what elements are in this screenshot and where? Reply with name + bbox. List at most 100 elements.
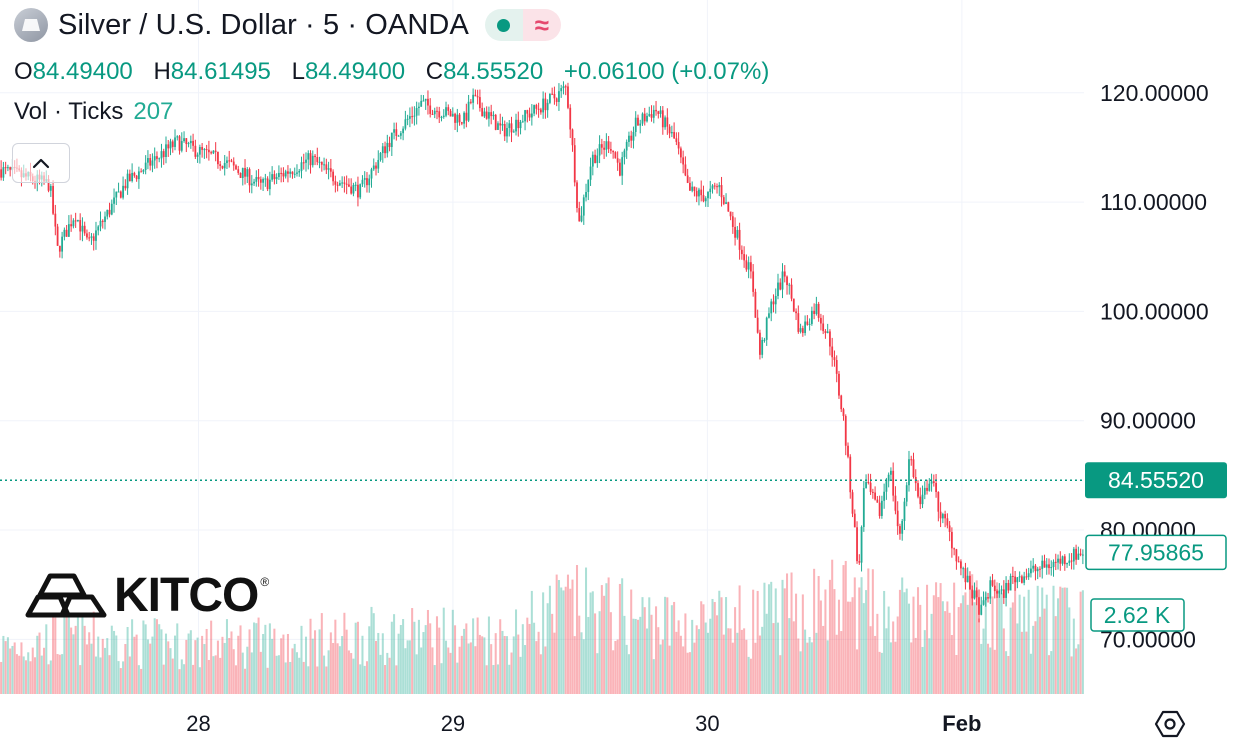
volume-bar [932, 595, 935, 694]
candle-body [788, 284, 791, 286]
candle-body [783, 271, 786, 277]
candle-body [679, 148, 682, 158]
volume-bar [837, 599, 840, 694]
x-tick-label: 29 [441, 711, 465, 736]
candle-body [169, 141, 172, 149]
volume-bar [347, 650, 350, 694]
volume-bar [713, 602, 716, 694]
volume-bar [819, 600, 822, 694]
volume-bar [174, 635, 177, 694]
status-pills[interactable]: ≈ [484, 9, 561, 41]
symbol-title[interactable]: Silver / U.S. Dollar · 5 · OANDA [58, 8, 469, 41]
volume-bar [140, 668, 143, 694]
volume-bar [645, 628, 649, 694]
volume-bar [74, 625, 77, 694]
candle-body [501, 124, 504, 126]
volume-bar [822, 625, 825, 694]
volume-bar [49, 660, 52, 694]
gear-icon[interactable] [1154, 708, 1186, 745]
candle-body [711, 185, 714, 189]
volume-bar [404, 648, 407, 694]
wave-icon[interactable]: ≈ [522, 9, 561, 41]
candle-body [429, 105, 432, 114]
candle-body [2, 167, 5, 178]
candle-body [682, 157, 685, 165]
candle-body [1050, 567, 1053, 569]
volume-bar [752, 589, 755, 694]
volume-label[interactable]: Vol · Ticks [14, 98, 124, 125]
volume-bar [871, 569, 874, 694]
candle-body [537, 108, 540, 110]
volume-bar [29, 661, 32, 694]
silver-bar-icon[interactable] [14, 8, 48, 42]
candle-body [458, 114, 461, 123]
volume-bar [720, 597, 723, 694]
candle-body [562, 86, 565, 89]
candle-body [210, 152, 213, 154]
volume-bar [185, 639, 188, 694]
candle-body [539, 109, 542, 113]
candle-body [325, 164, 328, 170]
candle-body [609, 149, 612, 151]
volume-bar [1020, 631, 1023, 694]
candle-body [350, 186, 353, 194]
volume-bar [763, 582, 766, 694]
candle-body [81, 225, 84, 232]
volume-bar [164, 633, 168, 694]
volume-bar [417, 619, 420, 694]
volume-bar [300, 625, 303, 694]
candle-body [9, 167, 12, 170]
registered-mark: ® [260, 574, 270, 589]
volume-bar [774, 588, 777, 694]
green-dot-icon[interactable] [484, 9, 523, 41]
candle-body [185, 138, 188, 145]
volume-bar [379, 654, 382, 694]
volume-bar [779, 655, 782, 694]
volume-bar [607, 577, 610, 694]
volume-bar [964, 592, 967, 694]
volume-bar [65, 614, 68, 694]
candle-body [1032, 565, 1035, 569]
candle-body [348, 184, 350, 187]
volume-bar [937, 597, 940, 694]
volume-bar [865, 590, 868, 694]
candle-body [503, 124, 506, 137]
volume-bar [131, 619, 134, 694]
volume-bar [919, 604, 922, 694]
volume-bar [219, 657, 222, 694]
volume-bar [962, 595, 965, 694]
candle-body [241, 168, 244, 178]
volume-bar [700, 601, 703, 694]
candle-body [248, 169, 251, 186]
candle-body [492, 114, 495, 117]
candle-body [194, 145, 197, 157]
candle-body [1075, 548, 1077, 560]
volume-bar [241, 652, 244, 694]
candle-body [268, 179, 271, 190]
volume-bar [478, 634, 481, 694]
candle-body [259, 179, 262, 183]
volume-bar [968, 581, 971, 694]
candle-body [987, 597, 989, 599]
volume-bar [659, 644, 662, 694]
volume-bar [169, 648, 172, 694]
volume-bar [813, 568, 816, 694]
candle-body [950, 531, 953, 549]
candle-body [122, 185, 124, 198]
volume-bar [824, 589, 827, 694]
candle-body [975, 590, 978, 598]
candle-body [366, 178, 368, 186]
volume-bar [573, 636, 576, 694]
candle-body [691, 186, 694, 191]
volume-bar [894, 641, 897, 694]
volume-bar [557, 580, 560, 694]
candle-body [336, 184, 339, 186]
candle-body [774, 296, 777, 305]
candle-body [440, 116, 443, 118]
candle-body [113, 197, 115, 204]
candle-body [530, 113, 533, 118]
candle-body [792, 298, 795, 312]
collapse-legend-button[interactable] [12, 143, 70, 183]
volume-bar [767, 584, 770, 694]
